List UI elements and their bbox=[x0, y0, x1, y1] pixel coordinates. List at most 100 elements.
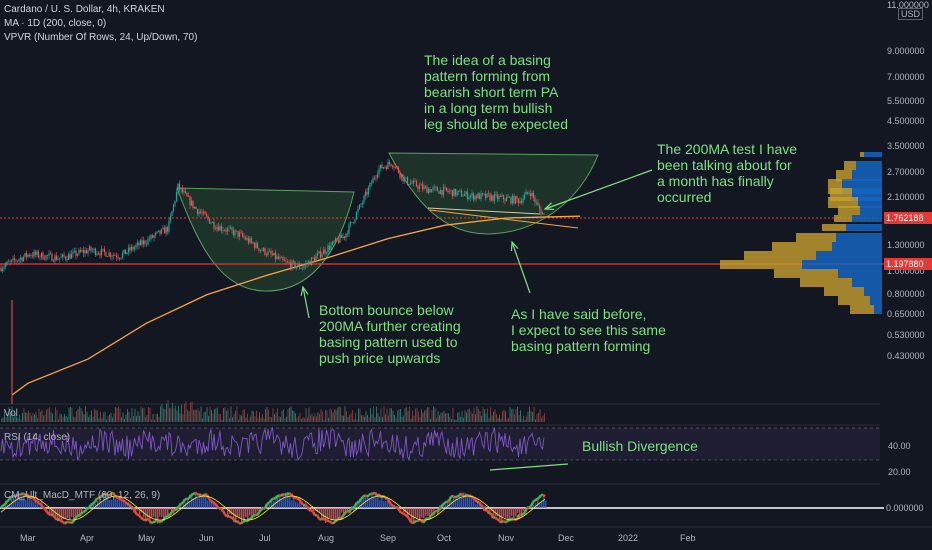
volume-bar bbox=[394, 415, 395, 422]
volume-bar bbox=[284, 418, 286, 422]
candle-body bbox=[75, 250, 77, 256]
candle-body bbox=[424, 186, 427, 188]
candle-body bbox=[100, 248, 103, 256]
volume-bar bbox=[536, 414, 538, 422]
candle-body bbox=[55, 255, 58, 260]
macd-line-segment bbox=[276, 494, 280, 498]
volume-bar bbox=[497, 417, 499, 422]
macd-histogram-bar bbox=[513, 508, 515, 521]
candle-body bbox=[18, 259, 20, 261]
price-tick: 0.650000 bbox=[887, 309, 925, 320]
volume-bar bbox=[148, 407, 149, 422]
candle-body bbox=[351, 221, 353, 223]
volume-bar bbox=[64, 413, 65, 422]
volume-profile-down-row bbox=[838, 296, 870, 305]
macd-line-segment bbox=[51, 514, 57, 519]
volume-bar bbox=[470, 411, 472, 422]
volume-profile-up-row bbox=[870, 296, 882, 305]
volume-bar bbox=[209, 406, 211, 422]
volume-bar bbox=[68, 407, 70, 422]
candle-body bbox=[115, 255, 118, 258]
macd-histogram-bar bbox=[281, 499, 283, 508]
volume-bar bbox=[340, 407, 341, 422]
volume-bar bbox=[532, 412, 533, 422]
volume-bar bbox=[299, 412, 301, 422]
volume-bar bbox=[89, 414, 91, 422]
volume-bar bbox=[334, 409, 335, 422]
macd-histogram-bar bbox=[457, 499, 459, 508]
volume-bar bbox=[124, 418, 125, 422]
volume-bar bbox=[52, 413, 53, 422]
candle-body bbox=[261, 249, 263, 251]
macd-histogram-bar bbox=[421, 508, 423, 518]
macd-line-segment bbox=[280, 492, 284, 497]
volume-bar bbox=[283, 409, 284, 422]
candle-body bbox=[37, 251, 40, 258]
candle-body bbox=[538, 205, 541, 210]
macd-histogram-bar bbox=[515, 508, 517, 517]
rsi-pane-label[interactable]: RSI (14, close) bbox=[4, 432, 71, 443]
macd-line-segment bbox=[532, 499, 536, 504]
symbol-title[interactable]: Cardano / U. S. Dollar, 4h, KRAKEN bbox=[4, 4, 165, 15]
volume-bar bbox=[526, 416, 527, 422]
candle-body bbox=[267, 251, 269, 255]
volume-bar bbox=[229, 418, 230, 422]
volume-bar bbox=[35, 412, 37, 422]
volume-bar bbox=[155, 414, 157, 422]
macd-histogram-bar bbox=[371, 492, 373, 508]
candle-body bbox=[153, 235, 155, 238]
macd-line-segment bbox=[221, 510, 227, 516]
volume-bar bbox=[517, 406, 518, 422]
macd-line-segment bbox=[58, 518, 62, 522]
volume-bar bbox=[181, 404, 182, 422]
candle-body bbox=[76, 254, 79, 256]
currency-label[interactable]: USD bbox=[898, 8, 924, 20]
candle-body bbox=[306, 263, 308, 265]
macd-histogram-bar bbox=[15, 496, 17, 508]
macd-line-segment bbox=[16, 493, 20, 498]
macd-line-segment bbox=[150, 520, 154, 525]
volume-bar bbox=[356, 419, 358, 422]
volume-bar bbox=[491, 415, 493, 422]
macd-histogram-bar bbox=[329, 508, 331, 519]
time-tick: Jul bbox=[259, 533, 271, 543]
candle-body bbox=[24, 253, 26, 257]
macd-histogram-bar bbox=[425, 508, 427, 516]
macd-line-segment bbox=[353, 501, 359, 507]
candle-body bbox=[28, 254, 31, 256]
candle-body bbox=[295, 266, 298, 268]
arrow-ma-test-head bbox=[543, 202, 555, 211]
candle-body bbox=[427, 189, 430, 194]
candle-body bbox=[403, 178, 406, 182]
macd-line-segment bbox=[140, 516, 144, 521]
candle-body bbox=[151, 235, 154, 238]
macd-line-segment bbox=[64, 520, 68, 525]
volume-bar bbox=[455, 419, 457, 422]
volume-bar bbox=[524, 419, 526, 422]
volume-pane-label[interactable]: Vol bbox=[4, 408, 18, 419]
macd-line-segment bbox=[240, 520, 244, 525]
candle-body bbox=[328, 245, 331, 250]
volume-bar bbox=[289, 407, 290, 422]
volume-bar bbox=[515, 409, 517, 422]
candle-body bbox=[505, 197, 508, 201]
volume-bar bbox=[439, 415, 440, 422]
volume-bar bbox=[410, 418, 412, 422]
volume-bar bbox=[404, 408, 406, 422]
macd-histogram-bar bbox=[115, 498, 117, 508]
macd-histogram-bar bbox=[211, 499, 213, 508]
macd-line-segment bbox=[180, 501, 184, 505]
macd-pane-label[interactable]: CM_Ult_MacD_MTF (60, 12, 26, 9) bbox=[4, 490, 161, 501]
vpvr-indicator-label[interactable]: VPVR (Number Of Rows, 24, Up/Down, 70) bbox=[4, 32, 198, 43]
volume-bar bbox=[377, 413, 379, 422]
macd-histogram-bar bbox=[289, 495, 291, 508]
macd-histogram-bar bbox=[183, 503, 185, 508]
candle-body bbox=[352, 222, 355, 223]
ma-indicator-label[interactable]: MA · 1D (200, close, 0) bbox=[4, 18, 107, 29]
volume-bar bbox=[383, 406, 385, 422]
volume-bar bbox=[97, 410, 98, 422]
volume-bar bbox=[236, 406, 238, 422]
volume-bar bbox=[409, 406, 410, 422]
macd-histogram-bar bbox=[241, 508, 243, 522]
